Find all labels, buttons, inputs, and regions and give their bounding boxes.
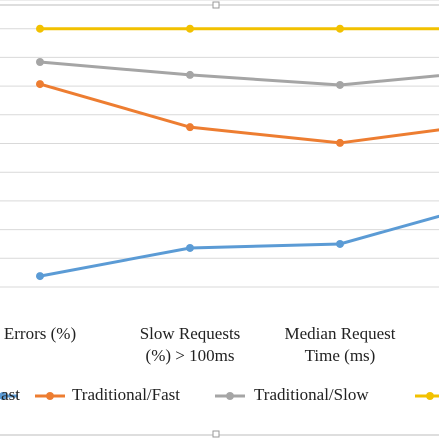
data-point	[36, 80, 44, 89]
legend-label: Traditional/Fast	[72, 385, 180, 404]
data-point	[186, 24, 194, 33]
legend-label: ast	[1, 385, 20, 404]
data-point	[36, 24, 44, 33]
x-tick-label: Errors (%)	[3, 324, 77, 343]
x-tick-label: Slow Requests (%) > 100ms	[139, 324, 241, 365]
legend-label: Traditional/Slow	[254, 385, 369, 404]
data-point	[336, 239, 344, 248]
data-point	[336, 80, 344, 89]
chart-border	[0, 4, 439, 436]
resize-handle	[212, 1, 220, 9]
data-point	[186, 123, 194, 132]
data-point	[186, 243, 194, 252]
legend-marker	[46, 392, 54, 400]
series-line	[39, 82, 439, 145]
x-tick-label: Median Request Time (ms)	[284, 324, 396, 365]
series-line	[39, 214, 439, 278]
data-point	[36, 272, 44, 281]
legend-marker	[426, 392, 434, 400]
resize-handle	[212, 430, 220, 438]
legend-marker	[0, 392, 7, 400]
data-point	[186, 70, 194, 79]
series-line	[39, 60, 439, 87]
data-point	[336, 24, 344, 33]
data-point	[336, 138, 344, 147]
legend-marker	[226, 392, 234, 400]
data-point	[36, 57, 44, 66]
